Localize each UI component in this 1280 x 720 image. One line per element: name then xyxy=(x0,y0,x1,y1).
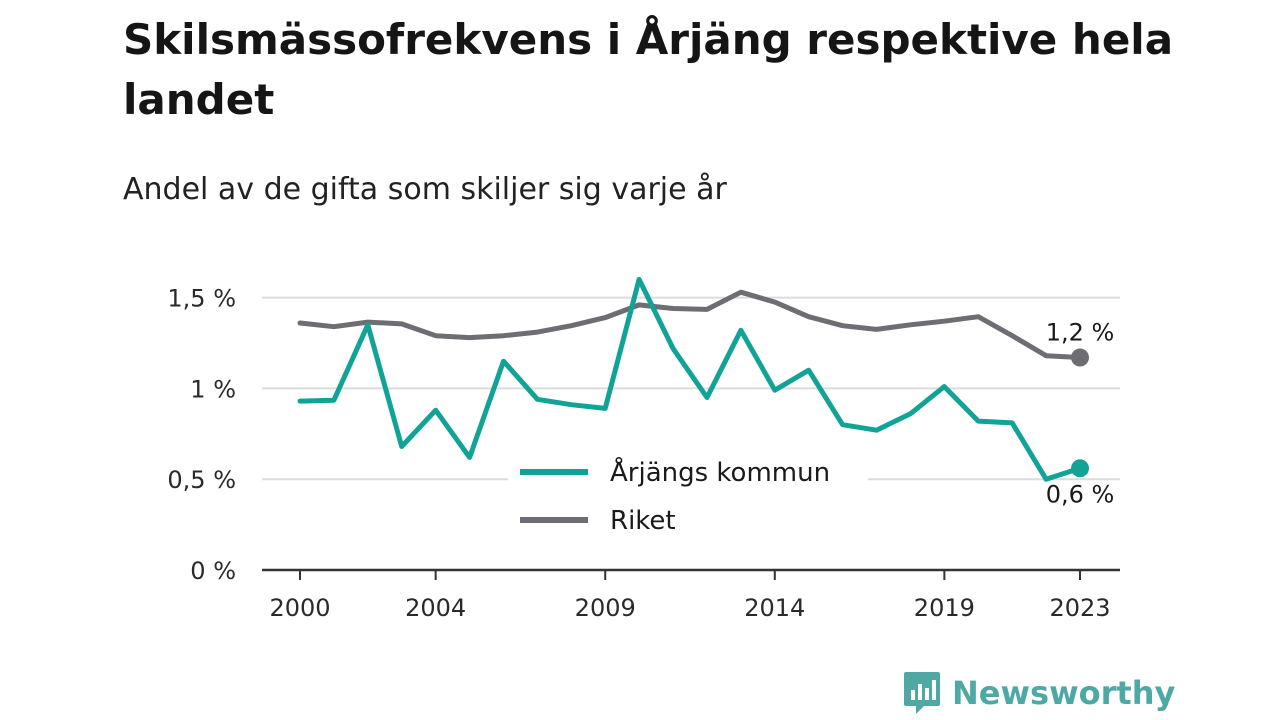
x-axis-labels: 2000 2004 2009 2014 2019 2023 xyxy=(269,594,1110,622)
legend-background xyxy=(508,448,868,544)
chart-subtitle: Andel av de gifta som skiljer sig varje … xyxy=(123,172,727,207)
y-axis-labels: 0 % 0,5 % 1 % 1,5 % xyxy=(167,285,236,585)
legend-label: Årjängs kommun xyxy=(610,456,830,488)
legend-label: Riket xyxy=(610,506,676,536)
end-value-label: 1,2 % xyxy=(1046,319,1115,347)
x-tick-label: 2000 xyxy=(269,594,330,622)
series-line xyxy=(297,276,1083,482)
x-axis xyxy=(262,568,1120,580)
y-tick-label: 1 % xyxy=(190,375,236,403)
brand-name: Newsworthy xyxy=(952,674,1176,712)
x-tick-label: 2023 xyxy=(1049,594,1110,622)
series-line xyxy=(297,289,1083,360)
end-value-label: 0,6 % xyxy=(1046,480,1115,508)
legend: Årjängs kommun Riket xyxy=(508,448,868,544)
series-lines xyxy=(297,276,1089,482)
series-end-marker xyxy=(1071,348,1089,367)
y-tick-label: 0 % xyxy=(190,557,236,585)
chart-title: Skilsmässofrekvens i Årjäng respektive h… xyxy=(123,15,1174,124)
series-end-marker xyxy=(1071,459,1089,478)
x-tick-label: 2004 xyxy=(405,594,466,622)
y-tick-label: 1,5 % xyxy=(167,285,236,313)
y-tick-label: 0,5 % xyxy=(167,466,236,494)
x-tick-label: 2019 xyxy=(914,594,975,622)
x-tick-label: 2009 xyxy=(575,594,636,622)
newsworthy-logo: Newsworthy xyxy=(902,670,1175,716)
newsworthy-logo-icon xyxy=(904,672,940,714)
end-labels: 1,2 % 0,6 % xyxy=(1046,319,1115,509)
x-tick-label: 2014 xyxy=(744,594,805,622)
